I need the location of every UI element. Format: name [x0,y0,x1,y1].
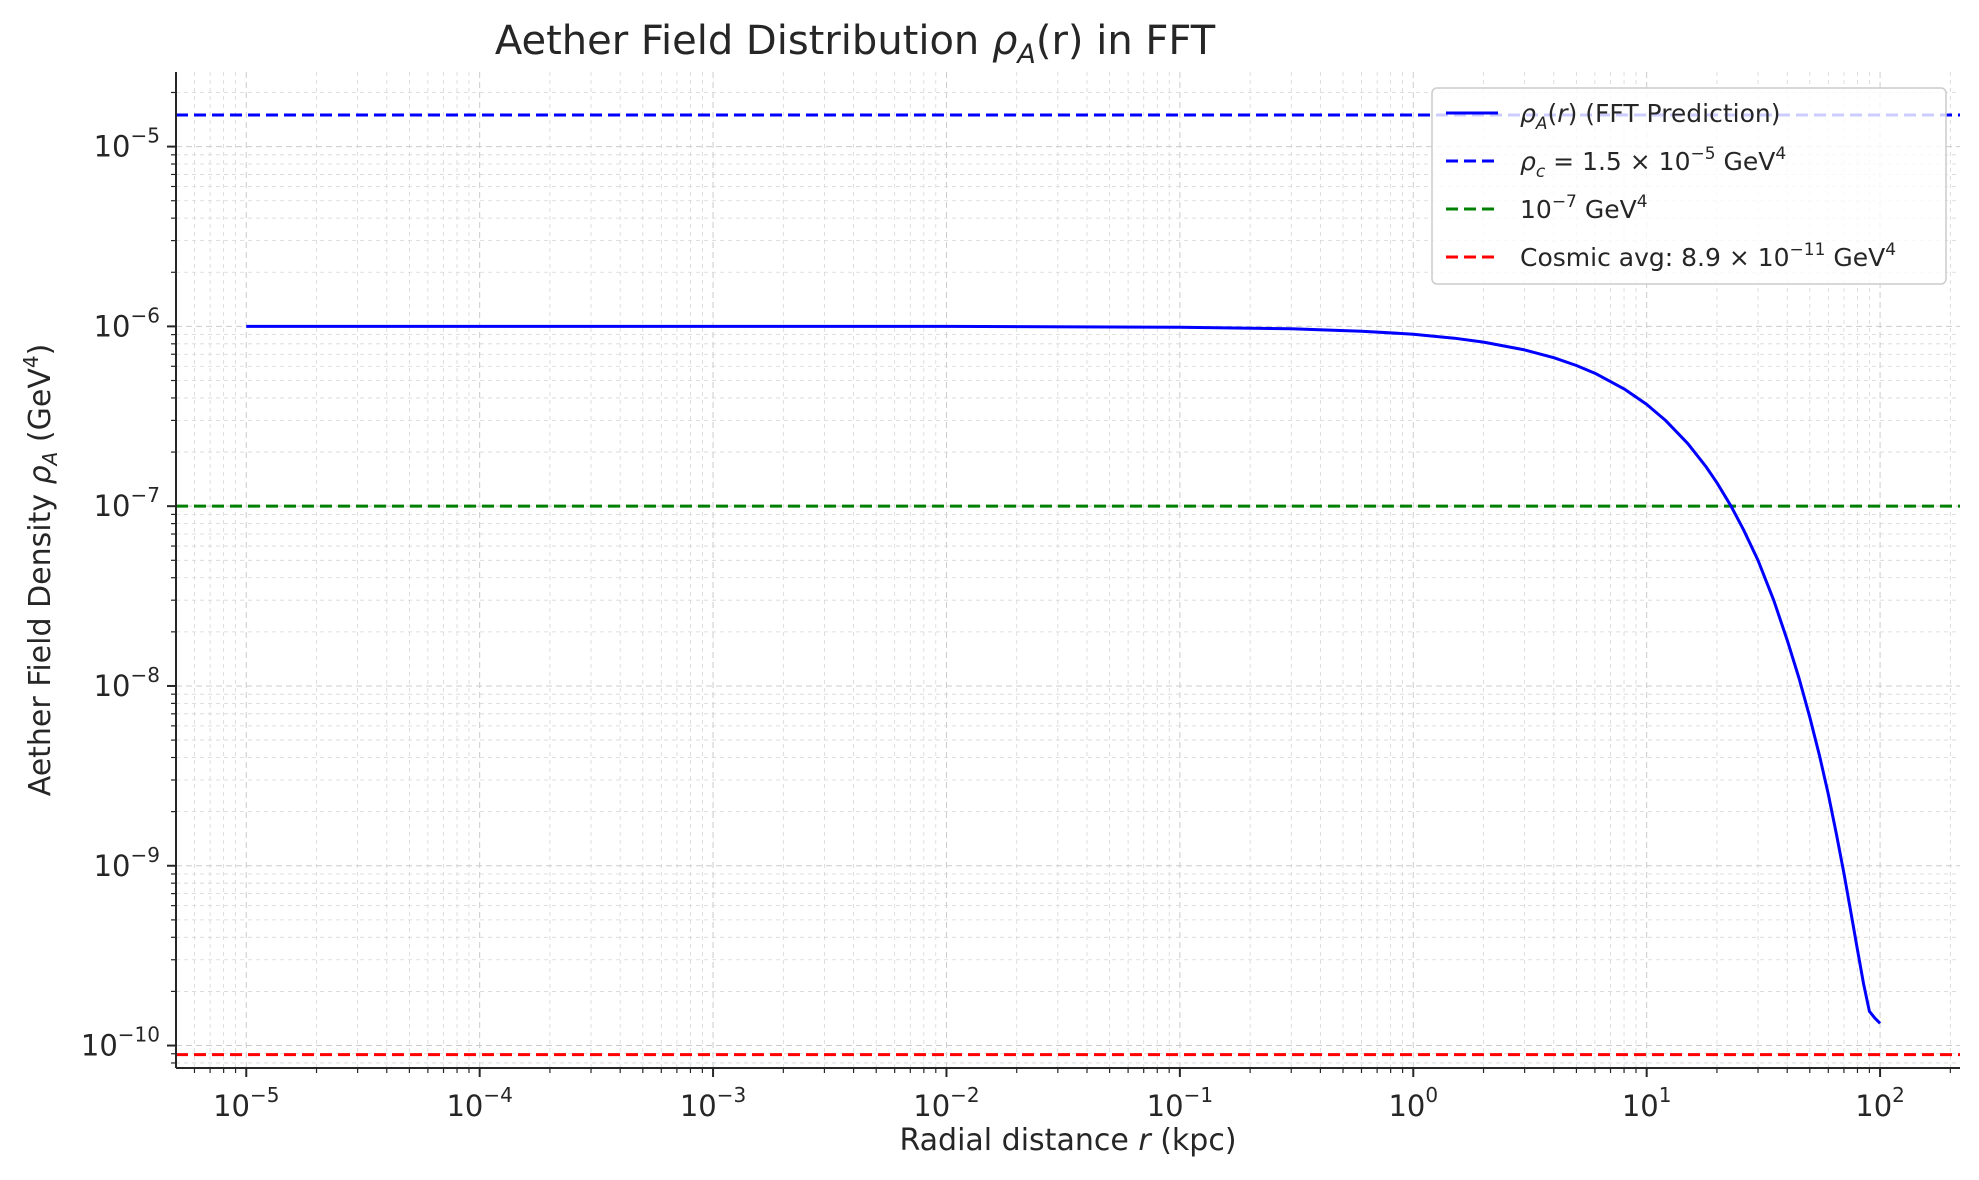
x-tick-label: 101 [1622,1083,1672,1123]
y-tick-label: 10−7 [94,483,160,523]
y-axis-label: Aether Field Density ρA (GeV4) [19,344,62,797]
x-axis-label-end: (kpc) [1151,1123,1237,1158]
title-rho-subscript: A [1015,39,1035,70]
x-tick-label: 10−1 [1147,1083,1213,1123]
series-lines [246,324,1882,1025]
grid [176,72,1960,1068]
title-text-start: Aether Field Distribution [495,18,992,64]
y-axis-label-start: Aether Field Density [23,484,58,796]
y-tick-label: 10−9 [94,843,160,883]
series-line-rho-a [246,324,1882,1025]
axes-spines [175,72,1960,1069]
axis-ticks [167,91,1951,1077]
y-axis-label-rho: ρ [23,465,58,484]
x-tick-label: 10−5 [213,1083,279,1123]
legend-frame [1431,87,1947,285]
x-tick-label: 102 [1855,1083,1905,1123]
y-axis-label-unit-exponent: 4 [19,355,43,368]
y-axis-label-unit: (GeV [23,368,58,452]
x-axis-label: Radial distance r (kpc) [899,1123,1236,1158]
title-rho: ρ [992,18,1017,64]
x-tick-label: 10−3 [680,1083,746,1123]
y-tick-label: 10−8 [94,663,160,703]
legend: ρA(r) (FFT Prediction) ρc = 1.5 × 10−5 Ge… [1431,87,1947,285]
y-axis-label-close: ) [23,344,58,356]
x-tick-label: 100 [1388,1083,1438,1123]
y-tick-label: 10−6 [94,303,160,343]
y-tick-label: 10−10 [81,1023,160,1063]
x-tick-label: 10−4 [446,1083,512,1123]
x-axis-label-var: r [1138,1123,1152,1158]
legend-label: ρA(r) (FFT Prediction) [1520,99,1781,134]
x-tick-label: 10−2 [913,1083,979,1123]
legend-label: Cosmic avg: 8.9 × 10−11 GeV4 [1520,240,1896,272]
tick-labels: 10−5 10−4 10−3 10−2 10−1 100 101 102 10−10 10−9 10… [81,124,1905,1123]
x-axis-label-start: Radial distance [899,1123,1138,1158]
chart-title: Aether Field Distribution ρA(r) in FFT [495,18,1216,70]
y-tick-label: 10−5 [94,124,160,164]
legend-label: ρc = 1.5 × 10−5 GeV4 [1520,144,1786,182]
title-text-end: (r) in FFT [1036,18,1216,64]
y-axis-label-rho-subscript: A [38,452,62,468]
legend-label: 10−7 GeV4 [1520,192,1648,224]
